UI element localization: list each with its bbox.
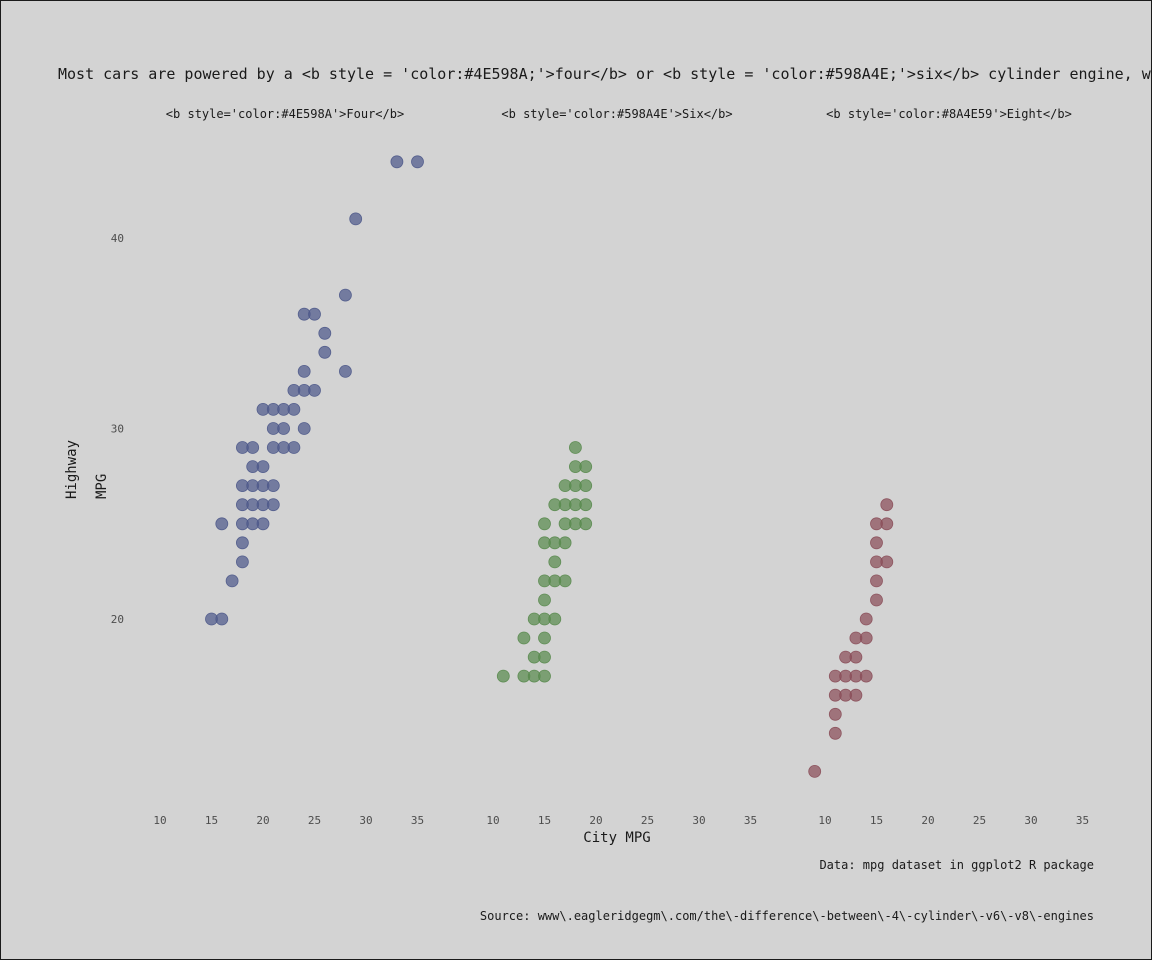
data-point [277, 422, 291, 435]
x-tick-label: 25 [973, 814, 986, 827]
data-point [880, 498, 894, 512]
data-point [579, 479, 593, 493]
x-tick-label: 15 [870, 814, 883, 827]
data-point [308, 383, 321, 397]
data-point [548, 555, 562, 569]
data-point [538, 517, 551, 531]
x-axis-label: City MPG [583, 830, 651, 846]
data-point [870, 593, 883, 607]
x-tick-label: 20 [589, 814, 602, 827]
caption-data-source: Data: mpg dataset in ggplot2 R package [819, 858, 1094, 872]
data-point [880, 555, 894, 569]
x-tick-label: 35 [411, 814, 424, 827]
x-tick-label: 25 [308, 814, 321, 827]
x-tick-label: 15 [205, 814, 218, 827]
data-point [870, 536, 883, 550]
facet-label-six: <b style='color:#598A4E'>Six</b> [501, 107, 733, 121]
data-point [215, 612, 229, 626]
data-point [215, 517, 229, 531]
data-point [538, 593, 551, 607]
y-axis-label: Highway MPG [64, 439, 110, 499]
data-point [828, 707, 842, 721]
x-tick-label: 20 [921, 814, 934, 827]
data-point [849, 688, 863, 702]
data-point [569, 441, 582, 454]
x-tick-label: 30 [359, 814, 372, 827]
data-point [859, 631, 873, 645]
data-point [235, 555, 249, 569]
x-tick-label: 35 [744, 814, 757, 827]
data-point [849, 650, 863, 664]
data-point [318, 326, 332, 340]
data-point [287, 441, 301, 454]
data-point [225, 574, 239, 588]
data-point [558, 536, 572, 550]
data-point [411, 155, 424, 169]
data-point [308, 307, 321, 321]
data-point [579, 517, 593, 531]
data-point [496, 669, 510, 683]
data-point [390, 155, 404, 169]
caption-web-source: Source: www\.eagleridgegm\.com/the\-diff… [479, 909, 1094, 923]
data-point [579, 498, 593, 512]
x-tick-label: 10 [818, 814, 831, 827]
data-point [538, 669, 551, 683]
data-point [266, 479, 280, 493]
facet-label-eight: <b style='color:#8A4E59'>Eight</b> [826, 107, 1072, 121]
x-tick-label: 20 [256, 814, 269, 827]
data-point [859, 669, 873, 683]
data-point [517, 631, 531, 645]
chart-title: Most cars are powered by a <b style = 'c… [58, 65, 1152, 83]
data-point [538, 631, 551, 645]
data-point [256, 517, 270, 531]
facet-label-four: <b style='color:#4E598A'>Four</b> [165, 107, 405, 121]
data-point [338, 288, 352, 302]
y-tick-label: 40 [111, 232, 124, 245]
data-point [318, 345, 332, 359]
y-tick-label: 30 [111, 423, 124, 436]
data-point [808, 765, 822, 778]
data-point [880, 517, 894, 531]
x-tick-label: 35 [1076, 814, 1089, 827]
data-point [538, 650, 551, 664]
data-point [287, 402, 301, 416]
data-point [235, 536, 249, 550]
x-tick-label: 30 [1024, 814, 1037, 827]
data-point [579, 460, 593, 474]
data-point [828, 726, 842, 740]
y-tick-label: 20 [111, 613, 124, 626]
data-point [246, 441, 260, 454]
data-point [297, 364, 311, 378]
data-point [266, 498, 280, 512]
data-point [558, 574, 572, 588]
x-tick-label: 10 [153, 814, 166, 827]
data-point [870, 574, 883, 588]
x-tick-label: 10 [486, 814, 499, 827]
x-tick-label: 25 [641, 814, 654, 827]
data-point [297, 422, 311, 435]
data-point [859, 612, 873, 626]
x-tick-label: 30 [692, 814, 705, 827]
data-point [548, 612, 562, 626]
data-point [349, 212, 363, 226]
data-point [256, 460, 270, 474]
x-tick-label: 15 [538, 814, 551, 827]
data-point [338, 364, 352, 378]
